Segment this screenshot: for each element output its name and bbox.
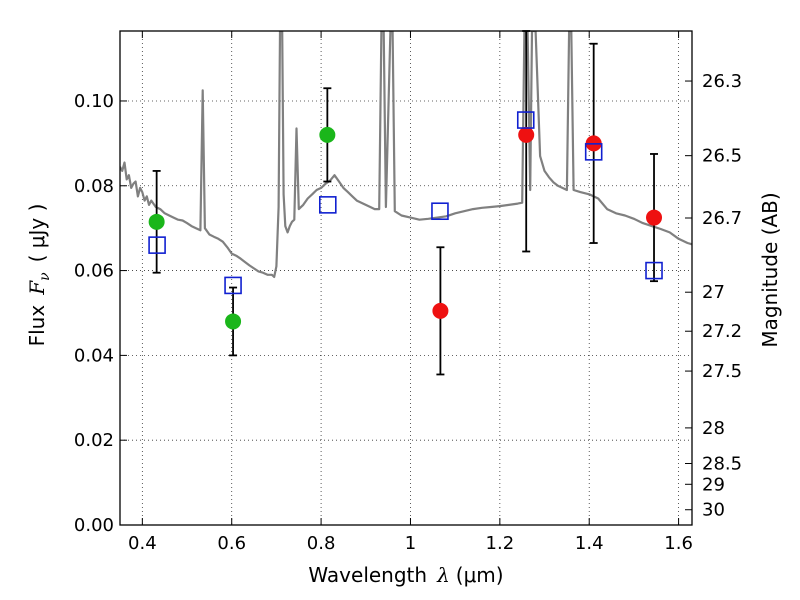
x-axis-title: Wavelength λ (μm) — [308, 563, 503, 587]
axis-ticks: 0.4 0.6 0.8 1 1.2 1.4 1.6 0.00 0.02 0.04 0.06 0.08 0… — [74, 31, 742, 554]
model-flux-square — [224, 276, 242, 295]
y-tick-label: 0.02 — [74, 430, 114, 451]
x-axis-unit: (μm) — [456, 563, 504, 587]
observed-flux-point — [646, 209, 663, 226]
observed-flux-point — [319, 126, 336, 143]
x-axis-symbol: λ — [436, 563, 450, 587]
observed-flux-point — [518, 126, 535, 143]
y-tick-label: 0.06 — [74, 261, 114, 282]
model-flux-square — [584, 143, 603, 161]
x-tick-label: 0.4 — [128, 533, 157, 554]
y-axis-label: Flux — [25, 305, 49, 347]
y2-tick-label: 29 — [702, 474, 725, 495]
data-markers — [148, 111, 663, 330]
plot-area — [120, 31, 692, 278]
plot-frame — [119, 30, 693, 526]
y-axis-symbol: F — [25, 280, 49, 296]
x-tick-label: 1 — [405, 533, 416, 554]
y-tick-label: 0.04 — [74, 345, 114, 366]
model-flux-square — [516, 111, 535, 129]
y2-tick-label: 26.5 — [702, 146, 742, 167]
observed-flux-point — [432, 302, 449, 319]
y-axis-subscript: ν — [37, 272, 53, 281]
x-axis-label: Wavelength — [308, 563, 427, 587]
model-flux-square — [148, 236, 166, 254]
observed-flux-point — [148, 213, 165, 230]
y2-axis-title: Magnitude (AB) — [758, 192, 782, 347]
x-tick-label: 0.8 — [307, 533, 336, 554]
x-tick-label: 1.2 — [486, 533, 515, 554]
model-flux-square — [645, 261, 663, 280]
y-tick-label: 0.10 — [74, 91, 114, 112]
y2-tick-label: 27.2 — [702, 321, 742, 342]
y2-tick-label: 30 — [702, 500, 725, 521]
y-axis-title: Flux Fν ( μJy ) — [25, 204, 53, 347]
model-flux-square — [431, 202, 449, 221]
y2-tick-label: 26.7 — [702, 208, 742, 229]
sed-model-line — [120, 31, 692, 278]
x-tick-label: 0.6 — [217, 533, 246, 554]
y2-tick-label: 27.5 — [702, 361, 742, 382]
model-flux-square — [318, 196, 337, 214]
y-tick-label: 0.00 — [74, 515, 114, 536]
y2-tick-label: 26.3 — [702, 71, 742, 92]
y2-tick-label: 28.5 — [702, 454, 742, 475]
y2-tick-label: 28 — [702, 418, 725, 439]
y-axis-unit: ( μJy ) — [25, 204, 49, 263]
y2-tick-label: 27 — [702, 282, 725, 303]
x-tick-label: 1.6 — [664, 533, 693, 554]
y-tick-label: 0.08 — [74, 176, 114, 197]
observed-flux-point — [225, 313, 242, 330]
x-tick-label: 1.4 — [575, 533, 604, 554]
grid-lines — [120, 31, 692, 526]
